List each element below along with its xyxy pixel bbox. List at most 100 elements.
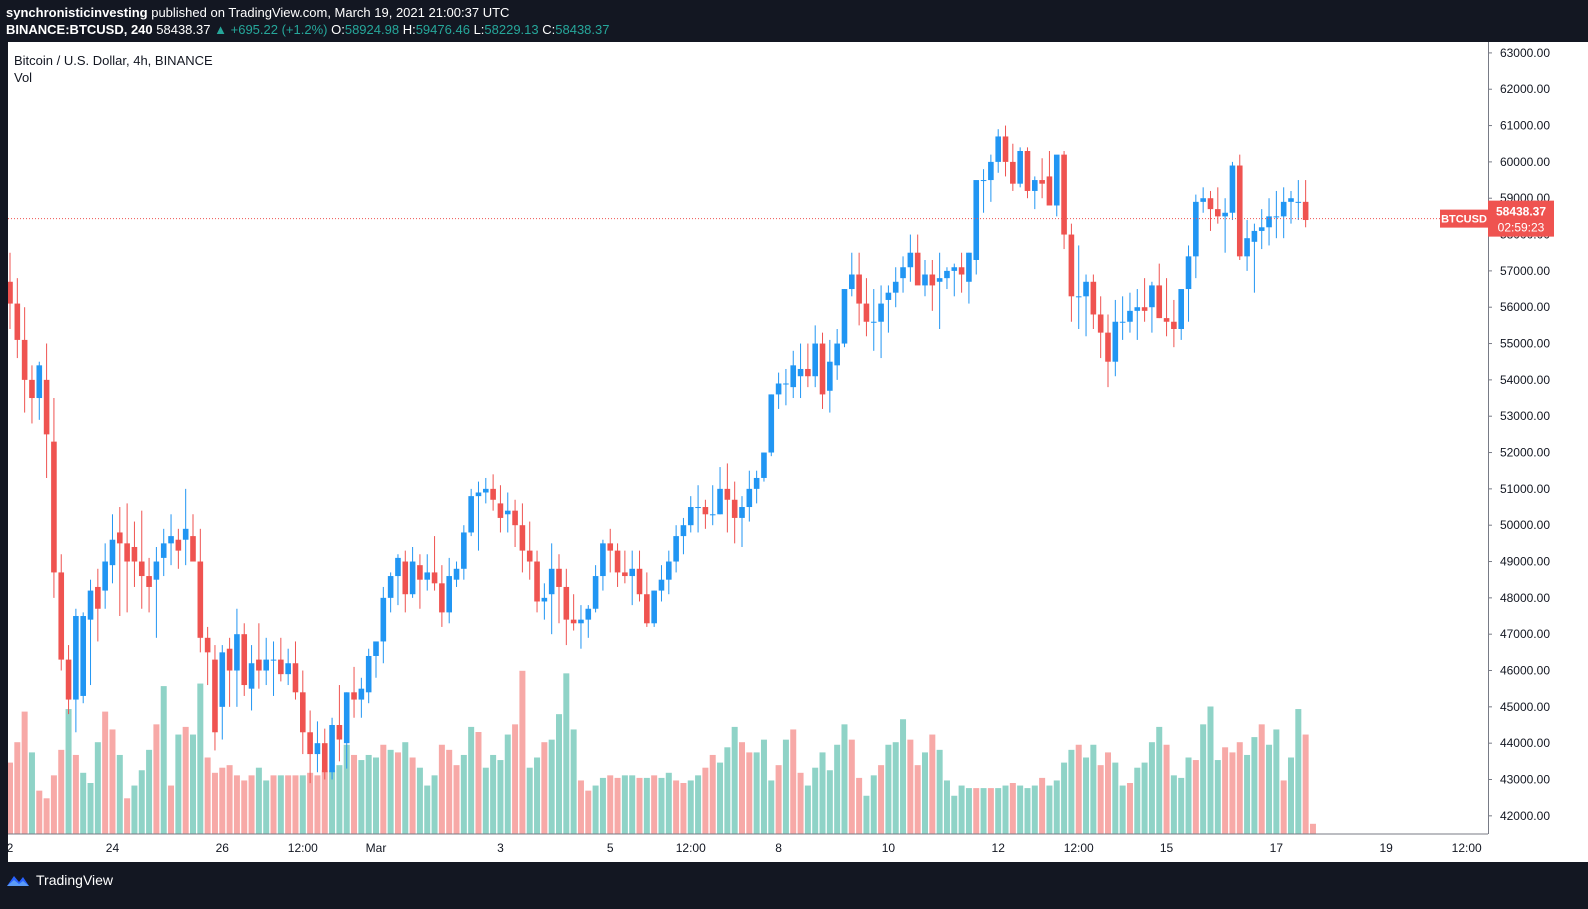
volume-bar xyxy=(1273,729,1280,834)
author-name[interactable]: synchronisticinvesting xyxy=(6,5,148,20)
volume-bar xyxy=(834,744,841,834)
volume-bar xyxy=(577,780,584,834)
candle-body xyxy=(358,688,365,700)
y-tick-label: 52000.00 xyxy=(1500,446,1550,460)
volume-bar xyxy=(929,734,936,834)
price-axis-labels[interactable]: 42000.00 43000.00 44000.00 45000.00 46000.00… xyxy=(1488,42,1588,862)
candle-body xyxy=(622,572,628,577)
y-tick-label: 47000.00 xyxy=(1500,627,1550,641)
candle-body xyxy=(73,616,79,700)
candle-body xyxy=(900,267,906,279)
candle-body xyxy=(270,659,277,661)
candle-body xyxy=(417,565,423,580)
candle-body xyxy=(204,637,211,653)
volume-bar xyxy=(987,788,994,834)
candle-body xyxy=(673,536,679,562)
candle-body xyxy=(951,267,958,271)
volume-bar xyxy=(314,775,321,834)
candle-body xyxy=(644,594,650,624)
volume-bar xyxy=(504,734,511,834)
candle-body xyxy=(929,274,936,286)
y-tick-label: 60000.00 xyxy=(1500,155,1550,169)
candle-body xyxy=(834,343,840,366)
volume-bar xyxy=(1148,742,1155,834)
volume-bar xyxy=(14,742,21,834)
candle-body xyxy=(241,634,248,686)
candle-body xyxy=(285,663,291,675)
candle-body xyxy=(849,274,855,290)
volume-bar xyxy=(534,757,541,834)
volume-bar xyxy=(453,765,460,834)
candle-body xyxy=(578,619,584,624)
volume-bar xyxy=(36,790,43,834)
publish-line: synchronisticinvesting published on Trad… xyxy=(6,5,509,20)
volume-bar xyxy=(1061,762,1068,834)
candle-body xyxy=(1075,296,1082,298)
candle-body xyxy=(329,725,335,773)
candle-body xyxy=(1236,165,1243,257)
candle-body xyxy=(805,368,811,377)
candle-body xyxy=(292,663,299,693)
candle-body xyxy=(490,488,496,500)
volume-bar xyxy=(1207,706,1214,834)
candle-body xyxy=(907,252,914,268)
candle-body xyxy=(80,616,86,696)
chart-pane[interactable]: BTCUSD 2 24 26 12:00 Mar 3 5 12:00 8 10 12 12:00 15 17… xyxy=(8,42,1488,862)
candle-body xyxy=(1061,154,1067,235)
candle-body xyxy=(175,539,182,551)
volume-bar xyxy=(592,785,599,834)
candle-body xyxy=(278,659,284,675)
price-axis[interactable]: 42000.00 43000.00 44000.00 45000.00 46000.00… xyxy=(1488,42,1588,862)
candle-body xyxy=(1010,161,1016,184)
candle-body xyxy=(1046,176,1053,206)
x-tick-label: 12:00 xyxy=(676,841,706,855)
candle-body xyxy=(197,561,204,638)
volume-bar xyxy=(1222,747,1229,834)
x-tick-label: Mar xyxy=(366,841,387,855)
candle-body xyxy=(709,514,716,516)
x-tick-label: 19 xyxy=(1379,841,1393,855)
candle-body xyxy=(768,394,775,453)
y-tick-label: 61000.00 xyxy=(1500,119,1550,133)
volume-bar xyxy=(87,783,94,834)
candle-body xyxy=(1068,234,1075,297)
candle-body xyxy=(724,488,731,500)
candle-body xyxy=(863,303,870,322)
high-value: 59476.46 xyxy=(415,22,470,37)
volume-bar xyxy=(211,772,218,834)
volume-bar xyxy=(878,765,885,834)
candle-body xyxy=(914,252,921,286)
change-value: +695.22 (+1.2%) xyxy=(230,22,328,37)
candle-body xyxy=(761,452,767,478)
candle-body xyxy=(1229,165,1236,213)
volume-bar xyxy=(292,775,299,834)
price-chart[interactable]: BTCUSD 2 24 26 12:00 Mar 3 5 12:00 8 10 12 12:00 15 17… xyxy=(8,42,1488,862)
candle-body xyxy=(1134,307,1141,311)
volume-bar xyxy=(1229,752,1236,834)
candle-body xyxy=(666,561,672,580)
volume-bar xyxy=(21,711,28,834)
candle-body xyxy=(607,543,614,551)
volume-bar xyxy=(607,775,614,834)
candle-body xyxy=(922,274,928,286)
ohlc-line: BINANCE:BTCUSD, 240 58438.37 ▲ +695.22 (… xyxy=(6,22,610,37)
candle-body xyxy=(256,659,262,671)
y-tick-label: 49000.00 xyxy=(1500,555,1550,569)
tradingview-brand[interactable]: TradingView xyxy=(6,872,113,888)
candle-body xyxy=(402,561,409,595)
change-icon: ▲ xyxy=(214,22,227,37)
candle-body xyxy=(629,568,635,577)
volume-bar xyxy=(885,744,892,834)
volume-bar xyxy=(812,767,819,834)
low-label: L: xyxy=(473,22,485,37)
volume-bar xyxy=(1039,777,1046,834)
y-tick-label: 55000.00 xyxy=(1500,337,1550,351)
volume-bar xyxy=(746,752,753,834)
volume-bar xyxy=(50,775,57,834)
x-tick-label: 12:00 xyxy=(1064,841,1094,855)
volume-bar xyxy=(102,711,109,834)
candle-body xyxy=(65,659,72,700)
volume-bar xyxy=(299,775,306,834)
volume-bar xyxy=(636,777,643,834)
candle-body xyxy=(87,590,94,620)
